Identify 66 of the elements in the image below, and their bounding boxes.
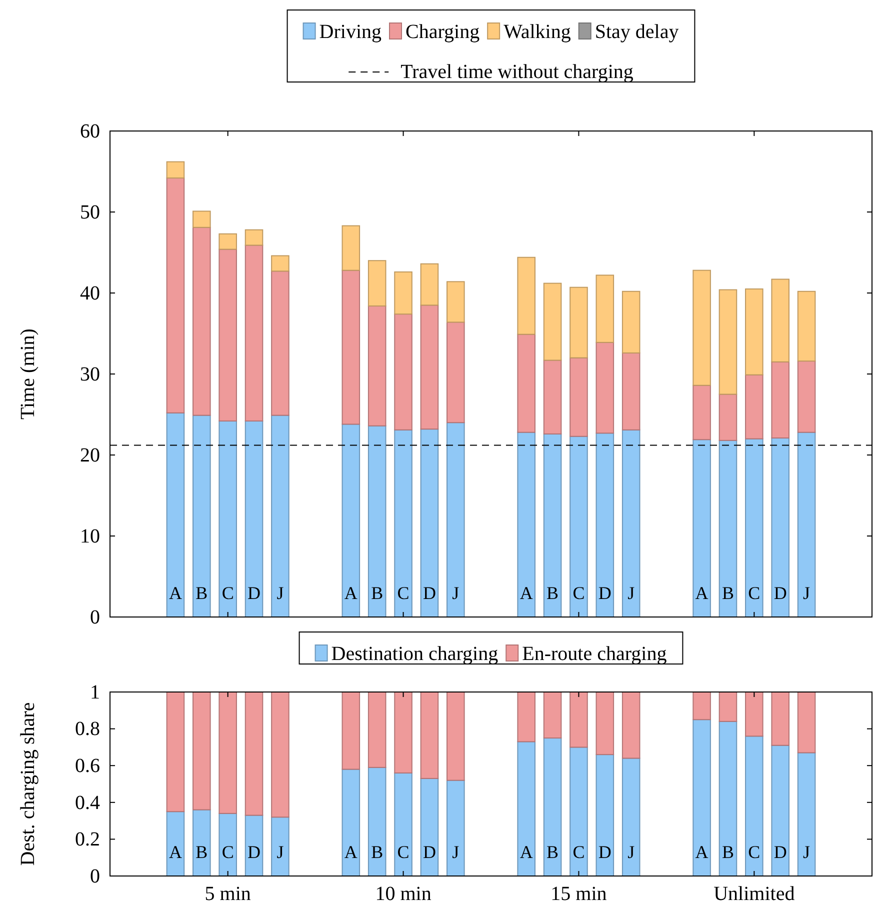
y-tick-label: 60 [80,120,100,142]
x-tick-label: D [422,583,436,603]
x-tick-label: J [803,583,810,603]
x-tick-label: C [222,583,234,603]
x-tick-label: D [598,583,612,603]
x-tick-label: J [628,842,635,862]
x-tick-label: A [168,842,182,862]
x-tick-label: B [546,842,559,862]
x-tick-label: A [344,842,358,862]
text: 10 min [375,883,432,905]
text: Unlimited [714,883,795,905]
x-tick-label: C [748,842,760,862]
x-tick-label: A [695,583,708,603]
x-tick-label: J [276,583,284,603]
x-tick-label: C [397,583,410,603]
y-tick-label: 0.2 [75,828,100,851]
legend-label: Destination charging [331,643,498,665]
x-tick-label: B [722,842,734,862]
y-axis-title: Time (min) [17,328,39,420]
x-tick-label: D [248,842,261,862]
x-tick-label: A [344,583,358,603]
text: 15 min [550,883,607,905]
legend-label: Charging [406,21,480,43]
x-tick-label: A [695,842,708,862]
x-tick-label: C [748,583,760,603]
x-tick-label: J [628,583,635,603]
y-tick-label: 0.6 [75,755,100,777]
x-tick-label: A [520,583,533,603]
x-tick-label: D [248,583,261,603]
y-tick-label: 30 [80,363,100,386]
x-tick-label: J [452,842,460,862]
x-tick-label: A [520,842,533,862]
x-tick-label: D [774,842,787,862]
legend-label: Travel time without charging [400,61,634,83]
x-tick-label: C [222,842,234,862]
y-tick-label: 1 [90,681,100,704]
x-tick-label: D [598,842,612,862]
y-tick-label: 0.8 [75,718,100,740]
x-tick-label: D [774,583,787,603]
y-tick-label: 20 [80,444,100,466]
y-tick-label: 40 [80,282,100,304]
x-tick-label: B [196,583,208,603]
y-tick-label: 0 [90,865,100,888]
legend-label: Driving [319,21,382,43]
legend-label: En-route charging [522,643,667,665]
x-tick-label: J [452,583,460,603]
text: 5 min [204,883,251,905]
x-tick-label: B [546,583,559,603]
x-tick-label: J [276,842,284,862]
y-axis-title: Dest. charging share [17,702,39,866]
x-tick-label: D [422,842,436,862]
y-tick-label: 10 [80,525,100,548]
x-tick-label: C [572,583,585,603]
legend-label: Walking [504,21,571,43]
y-tick-label: 0 [90,606,100,628]
y-tick-label: 0.4 [75,792,100,814]
x-tick-label: C [572,842,585,862]
y-tick-label: 50 [80,201,100,224]
x-tick-label: C [397,842,410,862]
x-tick-label: B [371,842,384,862]
legend-label: Stay delay [594,21,679,43]
x-tick-label: J [803,842,810,862]
x-tick-label: B [371,583,384,603]
x-tick-label: B [722,583,734,603]
x-tick-label: A [168,583,182,603]
x-tick-label: B [196,842,208,862]
